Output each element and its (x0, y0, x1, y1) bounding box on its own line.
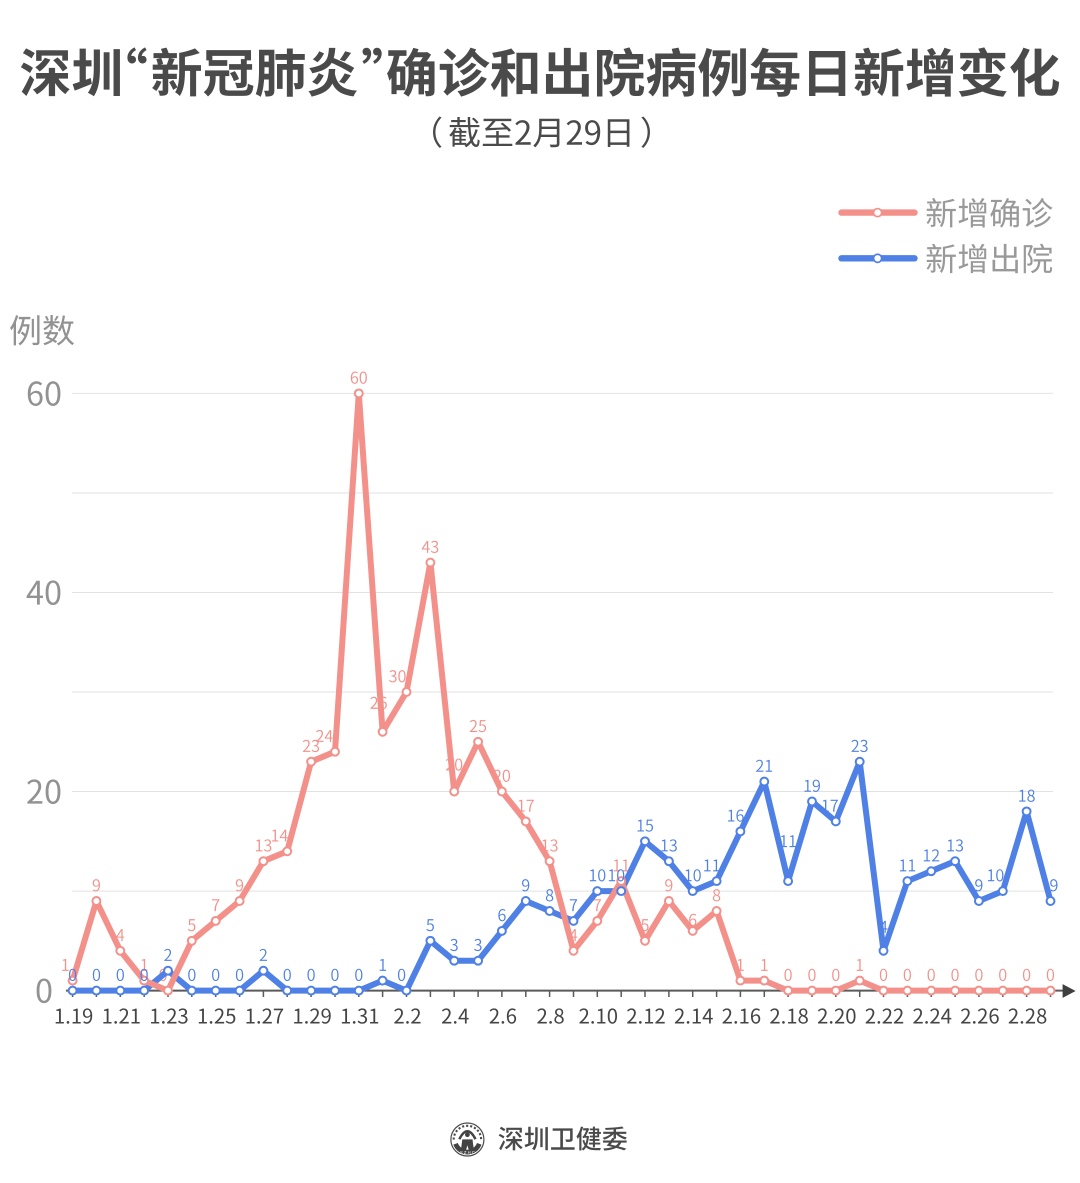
svg-text:S Z H C: S Z H C (460, 1150, 475, 1155)
